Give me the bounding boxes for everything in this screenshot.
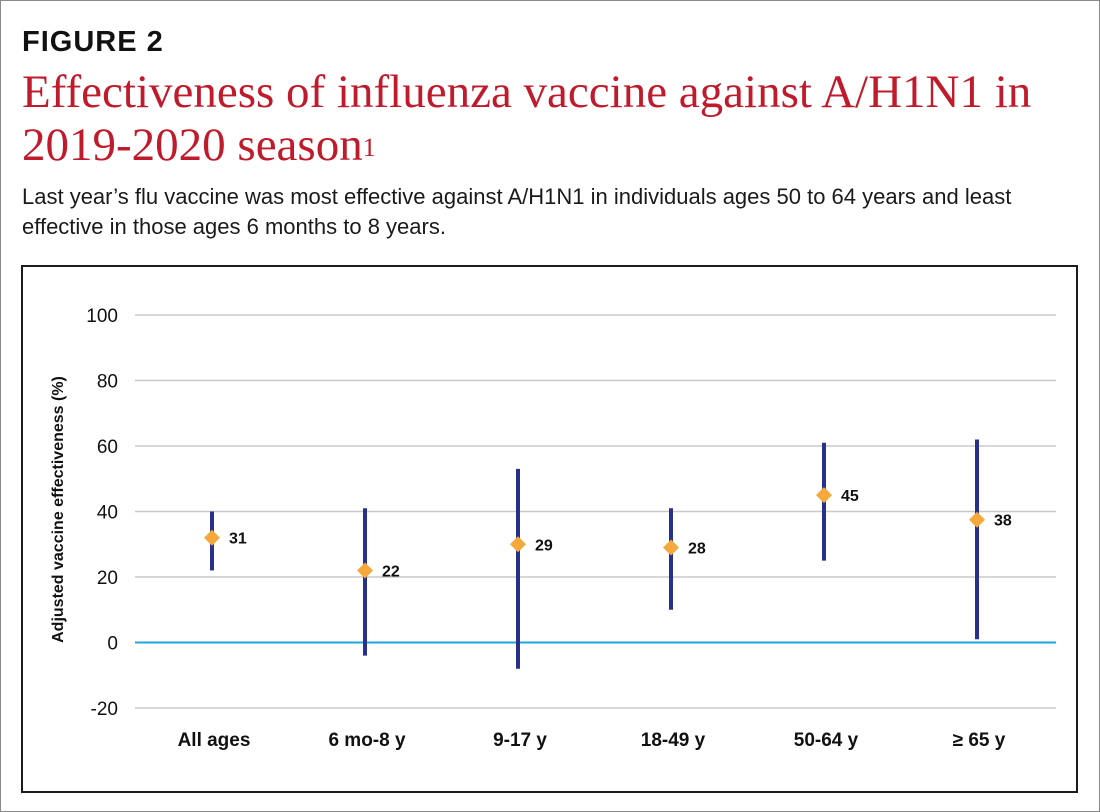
data-label: 31: [229, 531, 247, 548]
y-tick-label: 40: [97, 503, 118, 524]
y-tick-label: 60: [97, 437, 118, 458]
y-tick-label: 20: [97, 568, 118, 589]
gridlines: [135, 314, 1056, 709]
chart-panel: 100 80 60 40 20 0 -20 31 22 29 28 45 38 All ages 6 m…: [21, 265, 1078, 793]
x-category-label: 9-17 y: [493, 730, 547, 751]
data-label: 28: [688, 541, 706, 558]
data-point: [663, 539, 679, 556]
x-category-label: 6 mo-8 y: [328, 730, 406, 751]
data-point: [816, 487, 832, 504]
y-axis-ticks: 100 80 60 40 20 0 -20: [86, 306, 118, 720]
y-tick-label: -20: [91, 699, 118, 720]
figure-label: FIGURE 2: [22, 26, 164, 58]
data-label: 29: [535, 537, 553, 554]
x-category-label: 18-49 y: [641, 730, 706, 751]
x-category-label: 50-64 y: [794, 730, 859, 751]
data-point: [969, 511, 985, 528]
y-tick-label: 100: [86, 306, 118, 327]
x-category-label: ≥ 65 y: [953, 730, 1006, 751]
data-label: 38: [994, 513, 1012, 530]
y-axis-title: Adjusted vaccine effectiveness (%): [50, 376, 67, 643]
data-point: [357, 562, 373, 579]
data-point: [204, 529, 220, 546]
interval-lines: [210, 439, 979, 669]
data-labels: 31 22 29 28 45 38: [229, 488, 1012, 580]
data-label: 22: [382, 563, 400, 580]
chart-subtitle: Last year’s flu vaccine was most effecti…: [22, 184, 1012, 239]
data-point: [510, 536, 526, 553]
y-tick-label: 80: [97, 372, 118, 393]
x-category-label: All ages: [178, 730, 251, 751]
data-label: 45: [841, 488, 859, 505]
chart-title-text: Effectiveness of influenza vaccine again…: [22, 66, 1032, 171]
x-axis-categories: All ages 6 mo-8 y 9-17 y 18-49 y 50-64 y ≥ 65…: [178, 730, 1006, 751]
data-points: [204, 487, 985, 579]
chart-title: Effectiveness of influenza vaccine again…: [22, 66, 1072, 172]
title-reference: 1: [362, 133, 376, 162]
chart-svg: 100 80 60 40 20 0 -20 31 22 29 28 45 38 All ages 6 m…: [50, 306, 1056, 751]
y-tick-label: 0: [107, 634, 118, 655]
